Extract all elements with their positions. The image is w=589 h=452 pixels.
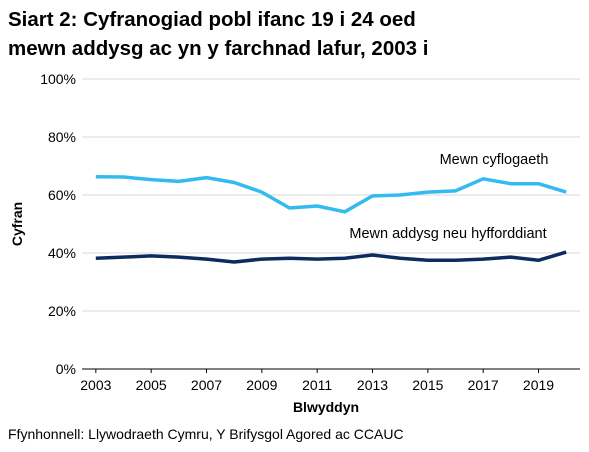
series-label-education: Mewn addysg neu hyfforddiant — [349, 226, 546, 242]
y-tick-label: 100% — [40, 71, 76, 87]
x-axis-ticks: 2003 2005 2007 2009 2011 2013 2015 2017 2019 — [80, 369, 554, 393]
x-tick-label: 2019 — [523, 377, 554, 393]
x-tick-label: 2015 — [412, 377, 443, 393]
series-line-employment — [95, 174, 567, 214]
y-axis-title: Cyfran — [9, 202, 25, 246]
source-note: Ffynhonnell: Llywodraeth Cymru, Y Brifys… — [8, 426, 404, 442]
y-tick-label: 40% — [48, 245, 76, 261]
chart-title-line-1: Siart 2: Cyfranogiad pobl ifanc 19 i 24 … — [8, 8, 416, 31]
y-tick-label: 80% — [48, 129, 76, 145]
x-tick-label: 2017 — [468, 377, 499, 393]
x-tick-label: 2005 — [136, 377, 167, 393]
x-tick-label: 2011 — [302, 377, 332, 393]
x-axis-title: Blwyddyn — [293, 399, 359, 415]
y-axis-ticks: 0% 20% 40% 60% 80% 100% — [40, 71, 76, 377]
series-label-employment: Mewn cyflogaeth — [440, 152, 549, 168]
y-tick-label: 0% — [56, 361, 76, 377]
chart-title-line-2: mewn addysg ac yn y farchnad lafur, 2003… — [8, 37, 429, 60]
chart-title: Siart 2: Cyfranogiad pobl ifanc 19 i 24 … — [8, 5, 583, 63]
series-line-education — [95, 250, 567, 264]
x-tick-label: 2013 — [357, 377, 388, 393]
x-tick-label: 2009 — [246, 377, 277, 393]
x-tick-label: 2003 — [80, 377, 111, 393]
x-tick-label: 2007 — [191, 377, 222, 393]
y-tick-label: 60% — [48, 187, 76, 203]
y-tick-label: 20% — [48, 303, 76, 319]
series-lines — [95, 174, 567, 264]
gridlines — [82, 78, 580, 312]
